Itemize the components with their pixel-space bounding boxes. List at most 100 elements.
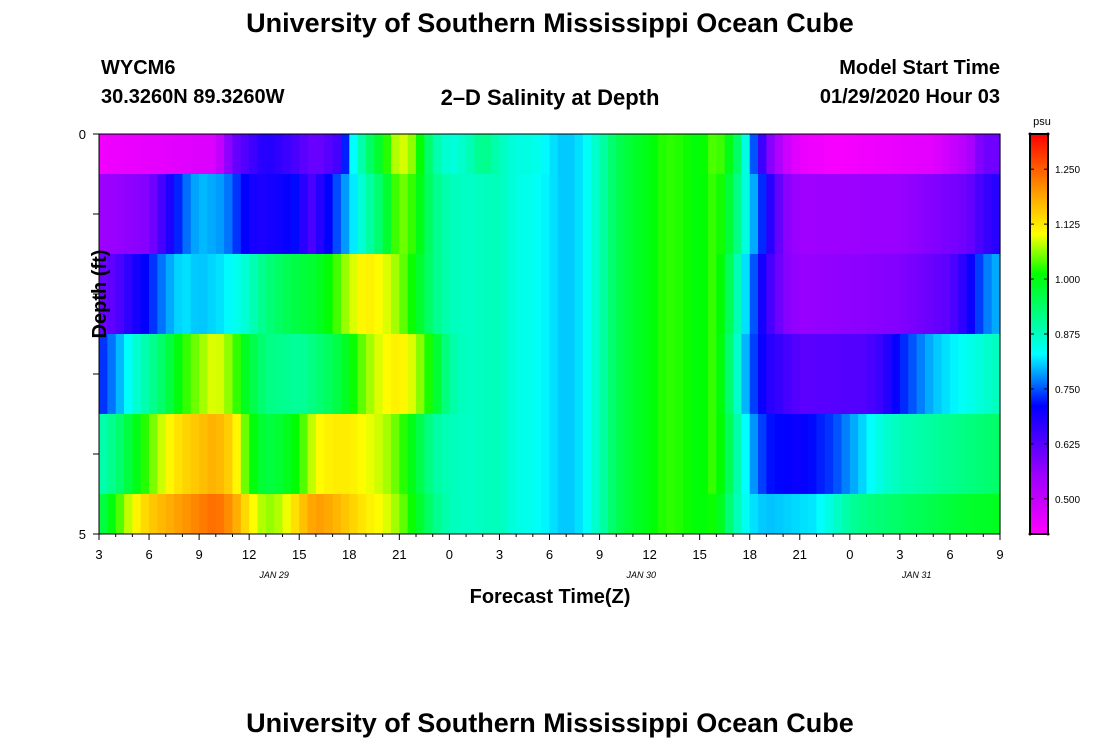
heatmap-cell	[816, 254, 826, 334]
heatmap-cell	[841, 494, 851, 534]
heatmap-cell	[766, 134, 776, 174]
heatmap-cell	[791, 494, 801, 534]
heatmap-cell	[582, 174, 592, 254]
heatmap-cell	[883, 174, 893, 254]
heatmap-cell	[908, 334, 918, 414]
heatmap-cell	[657, 414, 667, 494]
heatmap-cell	[132, 414, 142, 494]
heatmap-cell	[799, 134, 809, 174]
heatmap-cell	[933, 414, 943, 494]
heatmap-cell	[215, 414, 225, 494]
heatmap-cell	[557, 134, 567, 174]
heatmap-cell	[165, 414, 175, 494]
heatmap-cell	[274, 334, 284, 414]
colorbar: 1.250 1.125 1.000 0.875 0.750 0.625 0.500	[1028, 132, 1080, 536]
heatmap-cell	[190, 174, 200, 254]
x-tick-label: 3	[95, 547, 102, 562]
heatmap-cell	[866, 134, 876, 174]
heatmap-cell	[99, 414, 108, 494]
heatmap-cell	[549, 414, 559, 494]
heatmap-cell	[724, 174, 734, 254]
heatmap-cell	[365, 414, 375, 494]
colorbar-corner	[1046, 532, 1050, 536]
heatmap-cell	[382, 134, 392, 174]
heatmap-cell	[382, 414, 392, 494]
heatmap-cell	[724, 254, 734, 334]
heatmap-cell	[958, 174, 968, 254]
heatmap-cell	[174, 134, 184, 174]
heatmap-cell	[891, 174, 901, 254]
heatmap-cell	[432, 414, 442, 494]
heatmap-cell	[290, 334, 300, 414]
heatmap-cell	[582, 254, 592, 334]
heatmap-cell	[199, 174, 209, 254]
heatmap-cell	[299, 414, 309, 494]
colorbar-tick-label: 1.000	[1055, 275, 1080, 286]
heatmap-cell	[991, 254, 1001, 334]
heatmap-cell	[632, 334, 642, 414]
heatmap-cell	[457, 334, 467, 414]
heatmap-cell	[758, 134, 767, 174]
heatmap-cell	[507, 174, 517, 254]
heatmap-cell	[482, 254, 492, 334]
heatmap-cell	[424, 254, 434, 334]
heatmap-cell	[332, 414, 342, 494]
colorbar-corner	[1046, 132, 1050, 136]
heatmap-cell	[282, 494, 292, 534]
x-tick-label: 9	[996, 547, 1003, 562]
heatmap-cell	[733, 494, 742, 534]
heatmap-cell	[649, 334, 659, 414]
heatmap-cell	[99, 494, 108, 534]
heatmap-cell	[566, 174, 576, 254]
heatmap-cell	[257, 494, 267, 534]
heatmap-cell	[115, 134, 125, 174]
heatmap-cell	[516, 174, 526, 254]
heatmap-cell	[899, 174, 909, 254]
heatmap-cell	[766, 334, 776, 414]
heatmap-cell	[974, 174, 984, 254]
heatmap-cell	[357, 494, 367, 534]
heatmap-cell	[349, 254, 359, 334]
heatmap-cell	[824, 334, 834, 414]
heatmap-cell	[958, 134, 968, 174]
heatmap-cell	[966, 494, 976, 534]
heatmap-cell	[607, 334, 617, 414]
heatmap-cell	[949, 134, 959, 174]
heatmap-cell	[758, 174, 767, 254]
heatmap-cell	[299, 254, 309, 334]
heatmap-cell	[591, 174, 601, 254]
heatmap-cell	[716, 174, 726, 254]
heatmap-cell	[240, 414, 250, 494]
heatmap-cell	[182, 254, 192, 334]
heatmap-cell	[799, 414, 809, 494]
heatmap-cell	[265, 174, 275, 254]
colorbar-tick-label: 0.500	[1055, 495, 1080, 506]
heatmap-cell	[249, 174, 259, 254]
heatmap-cell	[657, 494, 667, 534]
heatmap-cell	[674, 494, 684, 534]
heatmap-cell	[691, 134, 701, 174]
heatmap-cell	[357, 414, 367, 494]
heatmap-cell	[499, 254, 509, 334]
heatmap-cell	[357, 174, 367, 254]
heatmap-cell	[399, 174, 409, 254]
heatmap-cell	[899, 134, 909, 174]
heatmap-cell	[416, 254, 425, 334]
heatmap-cell	[340, 414, 350, 494]
heatmap-cell	[549, 134, 559, 174]
heatmap-cell	[374, 254, 384, 334]
heatmap-cell	[340, 174, 350, 254]
x-tick-label: 6	[946, 547, 953, 562]
heatmap-cell	[591, 494, 601, 534]
heatmap-cell	[174, 254, 184, 334]
heatmap-cell	[324, 414, 334, 494]
heatmap-cell	[132, 494, 142, 534]
heatmap-cell	[974, 494, 984, 534]
heatmap-cell	[833, 174, 843, 254]
heatmap-cell	[783, 414, 793, 494]
heatmap-cell	[783, 494, 793, 534]
heatmap-cell	[624, 254, 634, 334]
heatmap-cell	[682, 174, 692, 254]
heatmap-cell	[958, 334, 968, 414]
heatmap-cell	[282, 134, 292, 174]
